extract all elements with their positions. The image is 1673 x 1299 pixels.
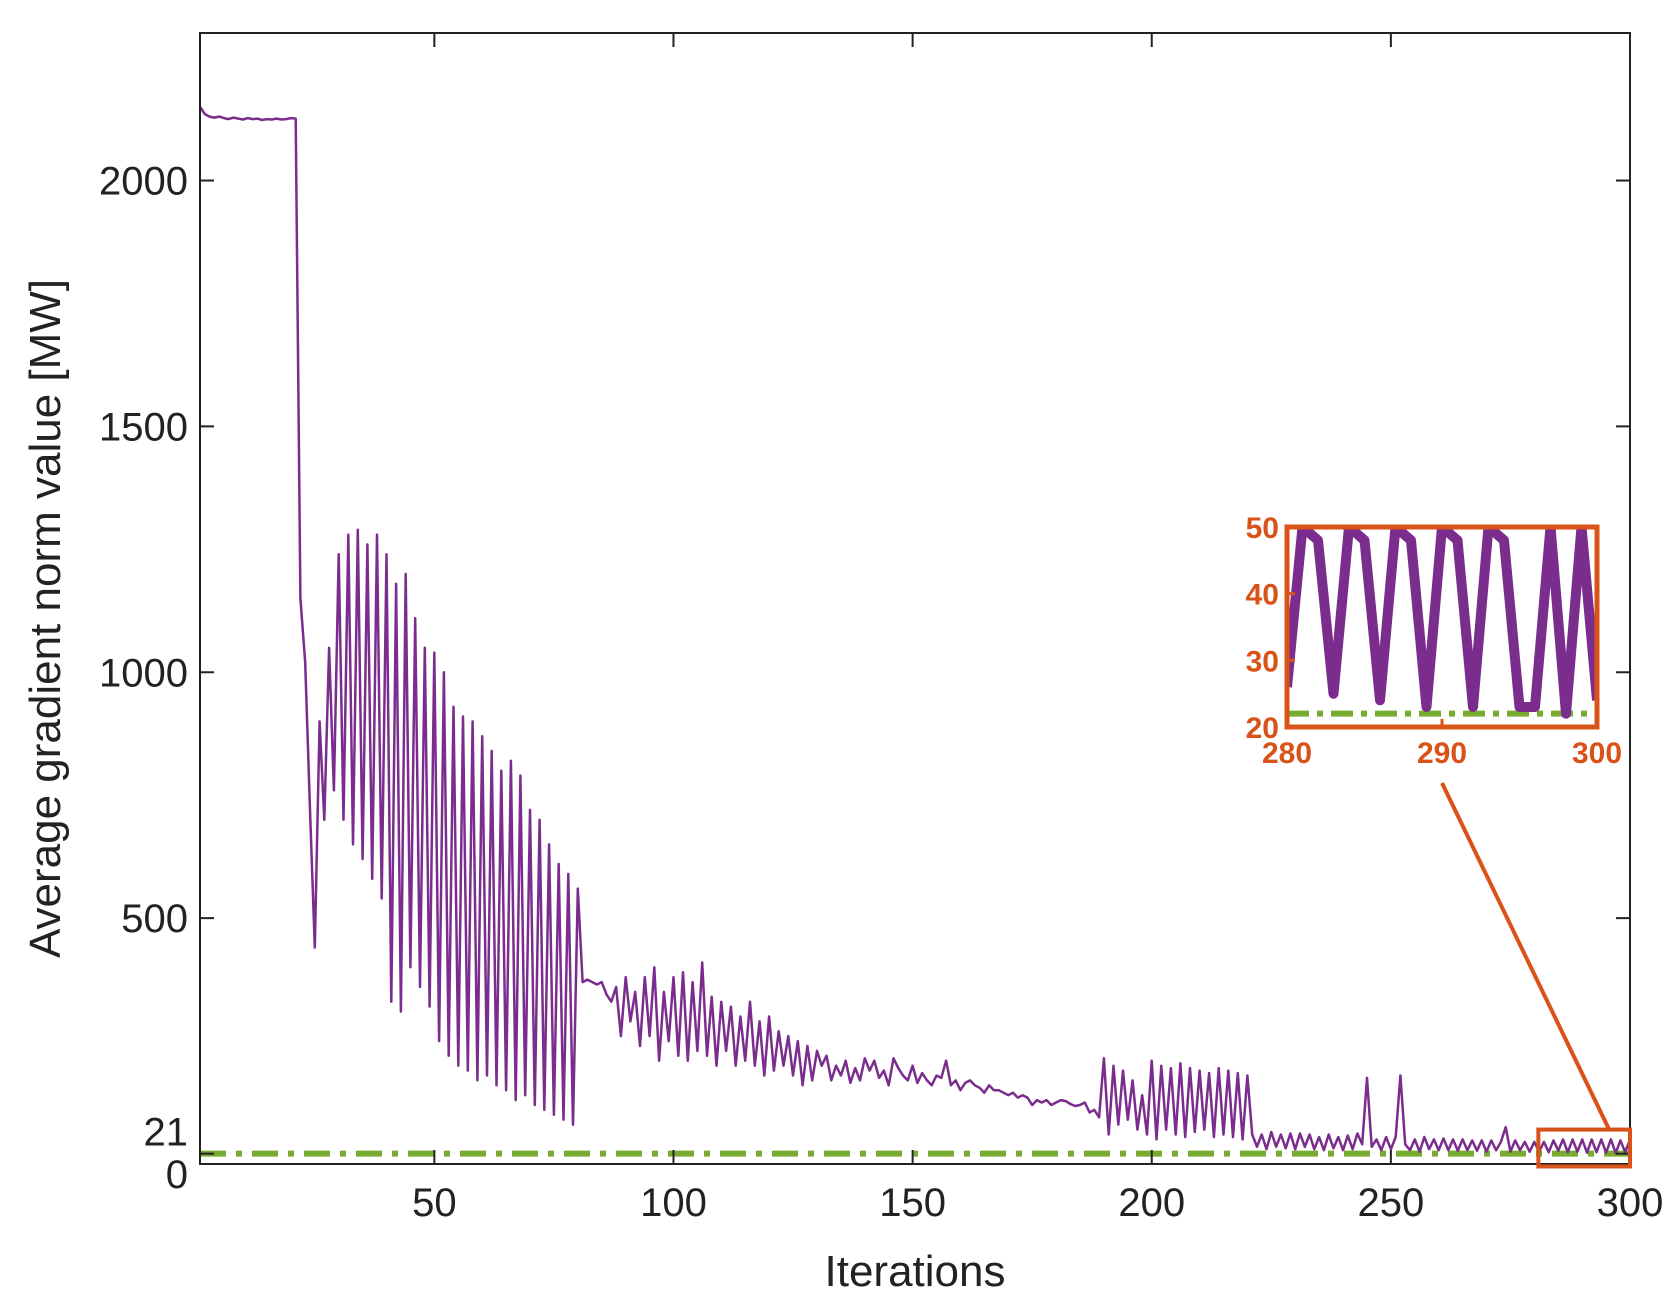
y-tick-label: 1500 — [99, 405, 188, 449]
y-tick-label: 2000 — [99, 160, 188, 204]
y-tick-label: 21 — [144, 1111, 189, 1155]
x-axis-title: Iterations — [825, 1247, 1006, 1296]
inset-x-tick-label: 300 — [1572, 737, 1622, 770]
inset-x-tick-label: 290 — [1417, 737, 1467, 770]
inset-series-line — [1287, 527, 1597, 719]
gradient-norm-series — [198, 106, 1632, 1155]
inset-y-tick-label: 40 — [1246, 579, 1279, 612]
zoom-region-box — [1536, 1127, 1632, 1169]
axes-frame — [199, 32, 1631, 1165]
gradient-norm-line — [198, 106, 1632, 1155]
tick-marks — [200, 33, 1631, 1165]
zoom-region-rect — [1536, 1127, 1632, 1169]
axes — [199, 32, 1631, 1165]
x-tick-label: 100 — [640, 1181, 707, 1225]
y-tick-label: 500 — [121, 897, 188, 941]
zoom-connector — [1440, 782, 1611, 1131]
inset-y-tick-label: 50 — [1246, 512, 1279, 545]
x-tick-label: 150 — [879, 1181, 946, 1225]
inset-x-tick-label: 280 — [1262, 737, 1312, 770]
y-axis-title: Average gradient norm value [MW] — [21, 279, 70, 958]
inset-zoom-plot: 280 290 300 20 30 40 50 — [1246, 512, 1622, 770]
x-tick-label: 250 — [1357, 1181, 1424, 1225]
tick-labels: 50 100 150 200 250 300 021 500 1000 1500 2000 — [99, 160, 1663, 1225]
y-tick-label: 1000 — [99, 651, 188, 695]
zoom-connector-line — [1440, 782, 1611, 1131]
x-tick-label: 50 — [412, 1181, 457, 1225]
x-tick-label: 300 — [1597, 1181, 1664, 1225]
y-tick-label: 0 — [166, 1153, 188, 1197]
inset-y-tick-label: 30 — [1246, 645, 1279, 678]
inset-y-tick-label: 20 — [1246, 712, 1279, 745]
x-tick-label: 200 — [1118, 1181, 1185, 1225]
